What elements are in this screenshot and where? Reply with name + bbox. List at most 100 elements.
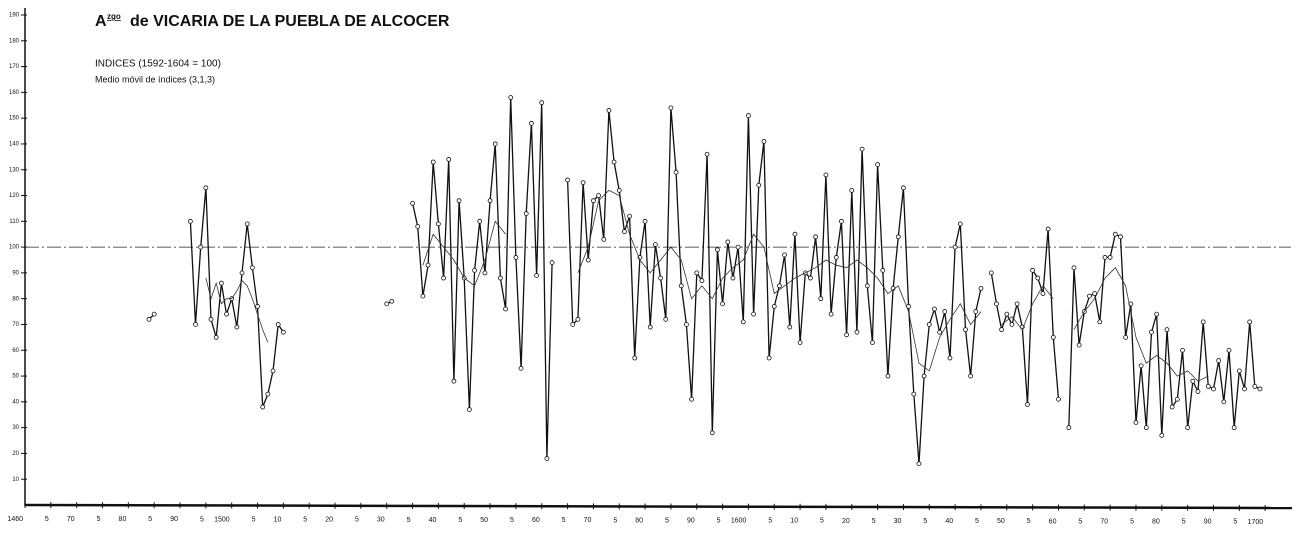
- x-tick-label: 20: [842, 518, 850, 525]
- data-point: [932, 306, 937, 312]
- data-point: [880, 267, 886, 273]
- data-point: [410, 200, 415, 206]
- data-point: [797, 340, 803, 345]
- data-point: [544, 456, 550, 461]
- data-point: [503, 306, 508, 312]
- y-tick-label: 190: [9, 13, 20, 19]
- data-point: [487, 198, 493, 204]
- data-point: [275, 322, 281, 327]
- x-tick-label: 10: [790, 518, 798, 525]
- data-point: [735, 244, 741, 250]
- y-tick-label: 120: [9, 193, 20, 199]
- data-point: [777, 283, 782, 289]
- data-point: [591, 198, 596, 204]
- y-tick-label: 10: [12, 477, 19, 483]
- data-point: [529, 120, 534, 126]
- data-point: [1076, 342, 1082, 348]
- data-point: [699, 278, 705, 284]
- x-tick-label: 5: [1078, 518, 1082, 525]
- data-point: [673, 169, 679, 175]
- data-point: [1221, 399, 1227, 405]
- data-point: [740, 319, 746, 325]
- data-point: [808, 275, 813, 281]
- data-point: [1169, 404, 1175, 410]
- data-point: [792, 231, 798, 237]
- data-point: [1071, 265, 1077, 271]
- data-point: [570, 322, 576, 327]
- data-point: [425, 262, 431, 268]
- data-point: [715, 247, 720, 253]
- data-point: [968, 373, 974, 379]
- data-point: [1092, 291, 1098, 296]
- data-point: [756, 182, 762, 188]
- data-point: [926, 322, 932, 327]
- data-point: [921, 373, 927, 379]
- data-point: [1035, 275, 1041, 281]
- data-point: [1226, 347, 1232, 353]
- data-point: [239, 270, 245, 276]
- data-point: [616, 187, 622, 193]
- data-point: [1087, 293, 1092, 299]
- y-tick-label: 20: [12, 451, 19, 457]
- data-point: [234, 324, 240, 330]
- data-point: [725, 239, 731, 245]
- y-tick-label: 90: [12, 270, 19, 276]
- y-tick-label: 180: [9, 38, 20, 44]
- x-tick-label: 90: [170, 516, 178, 523]
- data-point: [658, 275, 663, 281]
- data-point: [709, 430, 715, 436]
- data-point: [1231, 425, 1237, 431]
- x-tick-label: 1600: [731, 518, 747, 525]
- title-prefix: A: [95, 13, 107, 30]
- data-point: [1138, 363, 1144, 369]
- data-point: [1216, 358, 1222, 363]
- data-point: [895, 234, 901, 240]
- data-point: [601, 236, 607, 242]
- data-point: [963, 327, 968, 333]
- data-point: [885, 373, 891, 379]
- data-point: [270, 368, 276, 374]
- subtitle: INDICES (1592-1604 = 100): [95, 59, 221, 70]
- title-superscript: zgo: [107, 12, 121, 21]
- x-tick-label: 50: [480, 517, 488, 524]
- data-point: [1133, 420, 1139, 425]
- x-tick-label: 40: [945, 518, 953, 525]
- data-point: [1107, 255, 1113, 260]
- x-tick-label: 5: [1027, 518, 1031, 525]
- x-tick-label: 1700: [1248, 519, 1264, 526]
- data-point: [446, 157, 452, 162]
- x-tick-label: 5: [923, 518, 927, 525]
- data-point: [420, 293, 426, 299]
- y-tick-label: 70: [12, 322, 19, 328]
- data-point: [844, 332, 850, 338]
- x-tick-label: 5: [510, 517, 514, 524]
- data-point: [818, 296, 824, 302]
- data-point: [280, 329, 286, 335]
- data-point: [477, 218, 483, 224]
- data-point: [684, 322, 689, 327]
- data-point: [632, 355, 638, 361]
- y-tick-label: 160: [9, 90, 20, 96]
- x-tick-label: 5: [303, 517, 307, 524]
- data-point: [689, 396, 694, 402]
- data-point: [1097, 319, 1103, 325]
- data-point: [642, 218, 648, 224]
- data-point: [1205, 383, 1211, 389]
- x-tick-label: 5: [613, 517, 617, 524]
- x-tick-label: 60: [532, 517, 540, 524]
- data-point: [1252, 383, 1258, 389]
- x-tick-label: 5: [975, 518, 979, 525]
- data-point: [653, 242, 658, 247]
- x-tick-label: 70: [1100, 518, 1108, 525]
- data-point: [782, 252, 787, 258]
- data-point: [1159, 432, 1165, 438]
- data-point: [430, 159, 436, 165]
- data-point: [596, 193, 601, 198]
- x-tick-label: 70: [67, 516, 75, 523]
- x-tick-label: 5: [252, 516, 256, 523]
- data-point: [1112, 231, 1118, 237]
- data-point: [704, 151, 710, 157]
- x-tick-label: 5: [768, 518, 772, 525]
